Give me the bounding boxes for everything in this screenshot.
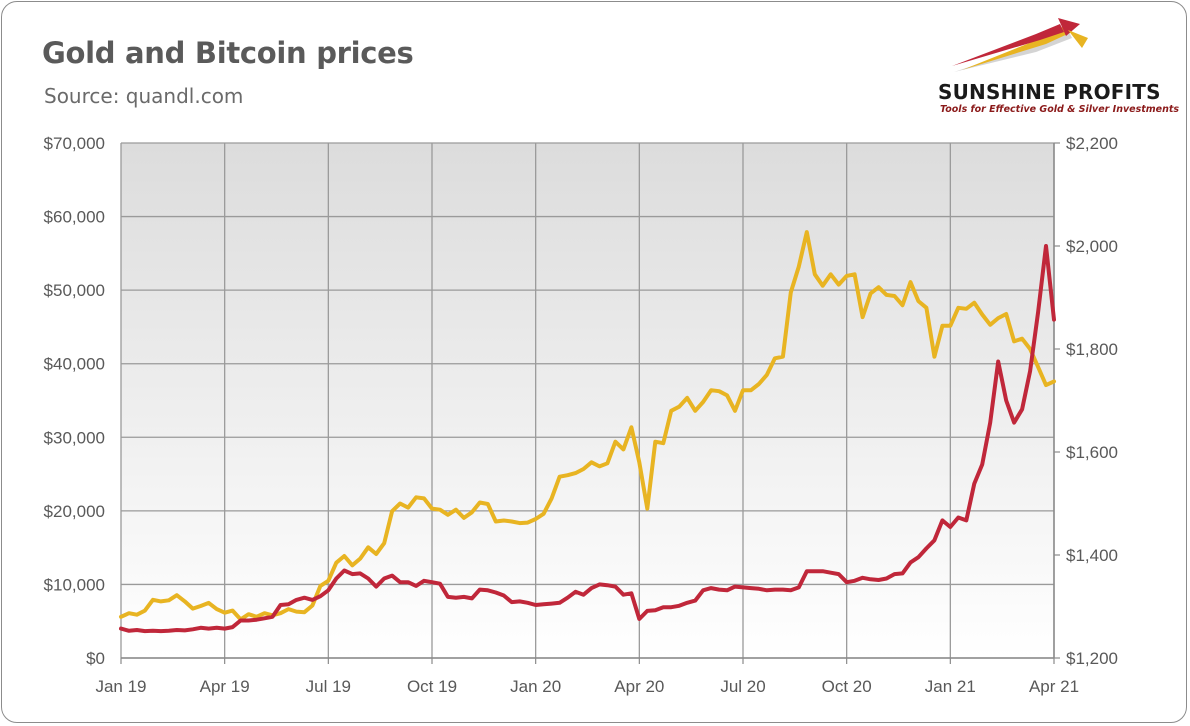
y-left-tick-label: $40,000: [44, 355, 105, 374]
x-tick-label: Apr 20: [614, 677, 664, 696]
y-left-tick-label: $50,000: [44, 281, 105, 300]
x-tick-label: Apr 19: [200, 677, 250, 696]
y-right-tick-label: $1,400: [1066, 546, 1118, 565]
y-left-tick-label: $70,000: [44, 134, 105, 153]
series-layer: [119, 230, 1056, 634]
y-left-tick-label: $60,000: [44, 208, 105, 227]
tick-labels: $0 $10,000 $20,000 $30,000 $40,000 $50,000 $60…: [44, 134, 1118, 696]
x-tick-label: Oct 19: [407, 677, 457, 696]
y-right-tick-label: $2,000: [1066, 237, 1118, 256]
x-tick-label: Jul 19: [306, 677, 351, 696]
y-right-tick-label: $1,200: [1066, 649, 1118, 668]
sunshine-profits-logo: SUNSHINE PROFITS Tools for Effective Gol…: [932, 14, 1179, 124]
logo-swoosh-icon: [952, 18, 1088, 72]
x-tick-label: Jul 20: [720, 677, 765, 696]
x-tick-label: Oct 20: [822, 677, 872, 696]
x-tick-label: Jan 21: [925, 677, 976, 696]
y-right-tick-label: $2,200: [1066, 134, 1118, 153]
series-line-bitcoin: [119, 244, 1056, 634]
y-right-tick-label: $1,800: [1066, 340, 1118, 359]
y-left-tick-label: $10,000: [44, 575, 105, 594]
x-tick-label: Jan 20: [510, 677, 561, 696]
plot-area: [121, 143, 1054, 658]
y-left-tick-label: $0: [86, 649, 105, 668]
y-left-tick-label: $30,000: [44, 428, 105, 447]
chart-title: Gold and Bitcoin prices: [42, 36, 414, 70]
logo-tagline: Tools for Effective Gold & Silver Invest…: [940, 104, 1180, 115]
y-right-tick-label: $1,600: [1066, 443, 1118, 462]
x-tick-label: Jan 19: [95, 677, 146, 696]
logo-name: SUNSHINE PROFITS: [938, 80, 1161, 104]
x-tick-label: Apr 21: [1029, 677, 1079, 696]
y-left-tick-label: $20,000: [44, 502, 105, 521]
axes: [120, 142, 1060, 664]
chart-subtitle: Source: quandl.com: [44, 84, 244, 108]
